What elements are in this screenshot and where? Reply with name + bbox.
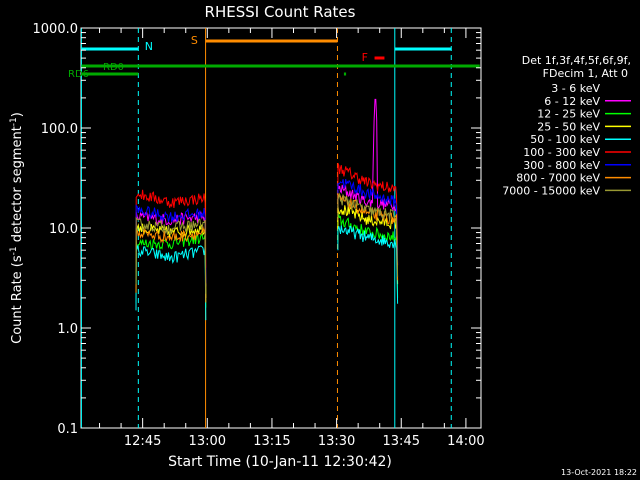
- y-axis-label: Count Rate (s-1 detector segment-1): [9, 112, 25, 344]
- x-tick-label: 13:30: [318, 434, 355, 449]
- y-axis-label-end: ): [10, 112, 25, 117]
- rd0-label: RD0: [103, 62, 124, 73]
- rd6-label: RD6: [68, 69, 89, 80]
- night-label: N: [145, 40, 153, 53]
- x-tick-label: 13:45: [383, 434, 420, 449]
- series-line-after-saa: [337, 180, 399, 268]
- y-tick-label: 0.1: [57, 422, 78, 437]
- legend-entry-label: 12 - 25 keV: [537, 108, 600, 121]
- legend-entry-label: 800 - 7000 keV: [516, 172, 600, 185]
- legend-header-line-2: FDecim 1, Att 0: [543, 67, 628, 80]
- legend-entry-label: 25 - 50 keV: [537, 120, 600, 133]
- saa-label: S: [191, 34, 198, 47]
- series-line-before-saa: [135, 216, 207, 294]
- y-axis-label-mid: detector segment: [10, 126, 25, 246]
- interval-markers: N S F RD0 RD6: [68, 28, 480, 428]
- y-axis: 0.1 1.0 10.0 100.0 1000.0: [33, 22, 481, 437]
- series-line-before-saa: [135, 189, 207, 268]
- x-tick-label: 12:45: [124, 434, 161, 449]
- y-tick-label: 1000.0: [33, 22, 79, 37]
- series-line-after-saa: [337, 98, 399, 266]
- x-tick-label: 14:00: [447, 434, 484, 449]
- series-line-after-saa: [337, 225, 399, 304]
- series-line-after-saa: [337, 162, 399, 251]
- series-line-after-saa: [337, 204, 399, 285]
- series-line-after-saa: [337, 192, 399, 277]
- legend-entry-label: 7000 - 15000 keV: [502, 184, 600, 197]
- y-tick-label: 1.0: [57, 322, 78, 337]
- legend: Det 1f,3f,4f,5f,6f,9f,FDecim 1, Att 0 3 -…: [502, 54, 631, 197]
- series-line-before-saa: [135, 225, 207, 303]
- y-axis-label-sup1: -1: [9, 246, 19, 255]
- x-tick-label: 13:00: [189, 434, 226, 449]
- series-line-after-saa: [337, 213, 399, 298]
- series-layer: [135, 98, 399, 321]
- x-axis: 12:45 13:00 13:15 13:30 13:45 14:00: [99, 28, 485, 449]
- y-axis-label-start: Count Rate (s: [10, 255, 25, 344]
- x-tick-label: 13:15: [253, 434, 290, 449]
- legend-entry-label: 100 - 300 keV: [523, 146, 600, 159]
- x-axis-label: Start Time (10-Jan-11 12:30:42): [168, 454, 392, 470]
- series-line-before-saa: [135, 223, 207, 298]
- y-axis-label-sup2: -1: [9, 117, 19, 126]
- legend-entry-label: 50 - 100 keV: [530, 133, 600, 146]
- legend-entry-label: 300 - 800 keV: [523, 159, 600, 172]
- series-line-before-saa: [135, 245, 207, 321]
- series-line-before-saa: [135, 233, 207, 308]
- timestamp-label: 13-Oct-2021 18:22: [561, 468, 637, 477]
- flare-label: F: [362, 51, 368, 64]
- chart-title: RHESSI Count Rates: [205, 3, 356, 21]
- legend-entry-label: 3 - 6 keV: [551, 82, 600, 95]
- y-tick-label: 10.0: [49, 222, 78, 237]
- legend-header-line-1: Det 1f,3f,4f,5f,6f,9f,: [522, 54, 631, 67]
- legend-entry-label: 6 - 12 keV: [544, 95, 600, 108]
- series-line-before-saa: [135, 204, 207, 284]
- y-tick-label: 100.0: [41, 122, 78, 137]
- series-line-after-saa: [337, 178, 399, 263]
- series-line-before-saa: [135, 210, 207, 287]
